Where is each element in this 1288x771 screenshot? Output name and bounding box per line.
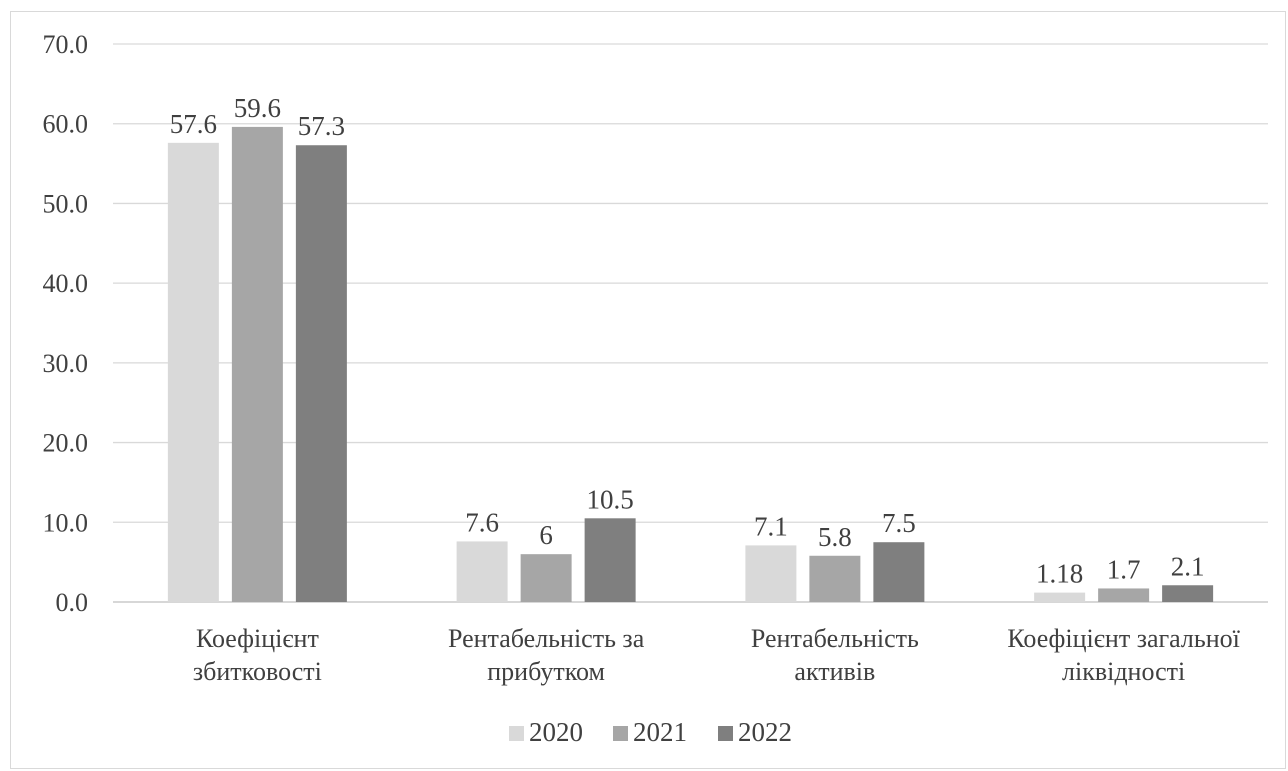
legend-label: 2022 [738, 717, 792, 747]
legend-swatch-2022 [718, 726, 733, 741]
data-label: 7.5 [882, 508, 916, 538]
legend-label: 2020 [529, 717, 583, 747]
bar-2021 [520, 554, 572, 602]
y-tick-label: 70.0 [43, 30, 89, 59]
category-label: активів [794, 657, 875, 686]
data-label: 7.1 [754, 511, 788, 541]
legend-label: 2021 [633, 717, 687, 747]
category-label: ліквідності [1062, 657, 1185, 686]
bar-2020 [456, 541, 508, 602]
bar-2022 [295, 145, 347, 603]
y-tick-label: 60.0 [43, 110, 89, 139]
category-label: збитковості [193, 657, 322, 686]
bar-2022 [584, 518, 636, 602]
data-label: 1.18 [1036, 559, 1083, 589]
y-tick-label: 0.0 [56, 588, 89, 617]
data-label: 6 [539, 520, 553, 550]
category-label: Коефіцієнт загальної [1007, 624, 1240, 653]
category-label: Рентабельність за [448, 624, 645, 653]
data-label: 7.6 [465, 507, 499, 537]
y-tick-label: 50.0 [43, 189, 89, 218]
data-label: 10.5 [587, 484, 634, 514]
bar-2020 [1034, 592, 1086, 602]
y-tick-label: 40.0 [43, 269, 89, 298]
chart-frame [10, 11, 1286, 769]
bar-2021 [231, 126, 283, 602]
bar-2020 [745, 545, 797, 602]
data-label: 57.3 [298, 111, 345, 141]
y-tick-label: 30.0 [43, 349, 89, 378]
data-label: 59.6 [234, 93, 281, 123]
bar-2020 [167, 142, 219, 603]
y-tick-label: 10.0 [43, 508, 89, 537]
legend-swatch-2021 [613, 726, 628, 741]
data-label: 2.1 [1171, 551, 1205, 581]
data-label: 57.6 [170, 109, 217, 139]
legend-swatch-2020 [509, 726, 524, 741]
bar-2021 [809, 555, 861, 602]
data-label: 1.7 [1107, 554, 1141, 584]
bar-2021 [1098, 588, 1150, 602]
bar-2022 [873, 542, 925, 602]
category-label: Коефіцієнт [196, 624, 319, 653]
data-label: 5.8 [818, 522, 852, 552]
bar-2022 [1162, 585, 1214, 602]
y-tick-label: 20.0 [43, 429, 89, 458]
category-label: Рентабельність [751, 624, 919, 653]
category-label: прибутком [487, 657, 605, 686]
